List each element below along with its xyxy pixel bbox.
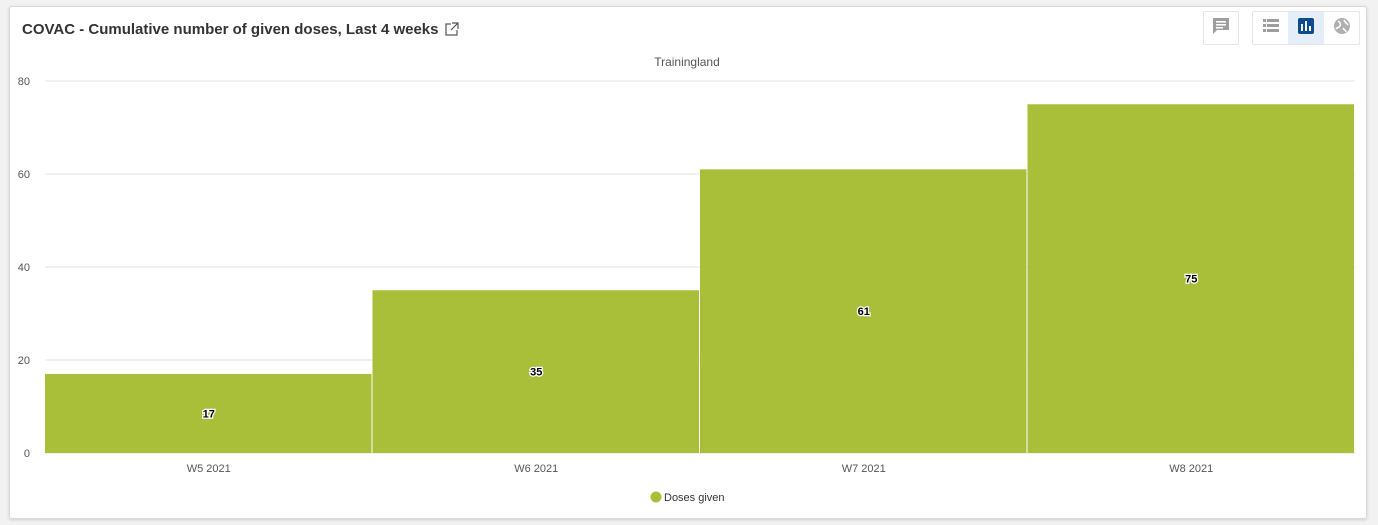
x-axis: W5 2021 W6 2021 W7 2021 W8 2021	[187, 463, 1214, 475]
bar[interactable]	[700, 169, 1027, 453]
y-tick-label: 80	[18, 76, 30, 88]
y-tick-label: 20	[18, 355, 30, 367]
legend: Doses given	[650, 491, 725, 504]
map-view-icon	[1332, 16, 1352, 41]
bar[interactable]	[45, 373, 372, 453]
x-tick-label: W6 2021	[514, 463, 558, 475]
table-view-button[interactable]	[1252, 11, 1288, 45]
external-link-icon[interactable]	[444, 22, 459, 36]
table-view-icon	[1261, 16, 1281, 41]
bar[interactable]	[1027, 104, 1355, 453]
legend-label[interactable]: Doses given	[664, 492, 725, 504]
y-tick-label: 0	[24, 448, 30, 460]
data-label: 75	[1185, 274, 1197, 286]
x-tick-label: W8 2021	[1169, 463, 1213, 475]
map-view-button[interactable]	[1324, 11, 1360, 45]
chart-title: COVAC - Cumulative number of given doses…	[22, 20, 439, 38]
bars: 17 35 61 75	[45, 104, 1354, 453]
y-tick-label: 60	[18, 169, 30, 181]
data-label: 61	[858, 306, 870, 318]
x-tick-label: W5 2021	[187, 463, 231, 475]
legend-marker[interactable]	[650, 491, 662, 503]
title-row: COVAC - Cumulative number of given doses…	[22, 19, 459, 39]
chart-subtitle: Trainingland	[654, 55, 720, 69]
data-label: 17	[203, 408, 215, 420]
chart-view-button[interactable]	[1288, 11, 1324, 45]
comment-icon	[1211, 16, 1231, 41]
x-tick-label: W7 2021	[842, 463, 886, 475]
y-axis: 0 20 40 60 80	[18, 76, 30, 460]
comment-button[interactable]	[1203, 11, 1239, 45]
bar[interactable]	[372, 290, 700, 453]
chart-view-icon	[1296, 16, 1316, 41]
data-label: 35	[530, 367, 542, 379]
y-tick-label: 40	[18, 262, 30, 274]
